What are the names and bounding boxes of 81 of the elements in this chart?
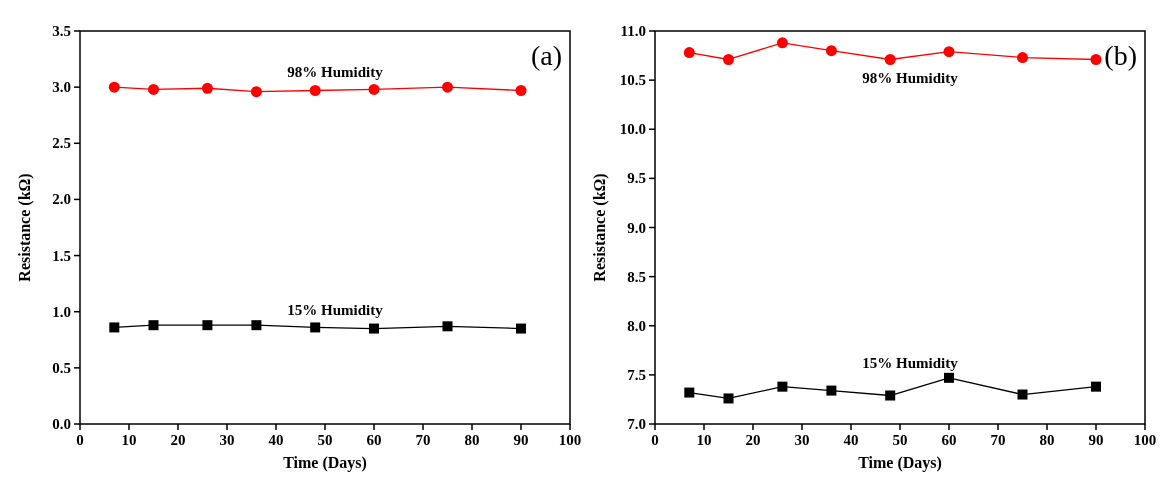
- point: [148, 83, 159, 95]
- point: [885, 390, 896, 401]
- x-tick-label: 90: [1088, 432, 1104, 448]
- y-tick-label: 11.0: [620, 23, 646, 39]
- x-tick-label: 10: [696, 432, 712, 448]
- x-tick-label: 80: [464, 432, 480, 448]
- x-tick-label: 40: [268, 432, 284, 448]
- point: [251, 320, 262, 331]
- y-tick-label: 10.5: [619, 72, 646, 89]
- point: [776, 37, 788, 49]
- point: [109, 322, 120, 333]
- y-tick-label: 3.0: [52, 79, 71, 96]
- point: [777, 381, 788, 392]
- x-tick-label: 70: [415, 432, 431, 448]
- point: [723, 393, 734, 404]
- y-tick-label: 9.5: [627, 170, 646, 187]
- x-tick-label: 90: [513, 432, 529, 448]
- x-tick-label: 20: [170, 432, 186, 448]
- point: [826, 385, 837, 396]
- x-tick-label: 50: [317, 432, 333, 448]
- point: [684, 387, 695, 398]
- x-tick-label: 50: [892, 432, 908, 448]
- point: [515, 85, 527, 97]
- annotation: (a): [530, 40, 562, 71]
- point: [369, 323, 379, 334]
- y-tick-label: 8.5: [627, 268, 646, 285]
- x-axis-title: Time (Days): [858, 454, 942, 472]
- x-tick-label: 60: [941, 432, 957, 448]
- point: [825, 45, 837, 57]
- point: [309, 85, 321, 97]
- x-tick-label: 30: [794, 432, 810, 448]
- y-tick-label: 7.5: [627, 366, 646, 383]
- point: [943, 46, 955, 58]
- y-tick-label: 1.0: [52, 303, 71, 320]
- x-tick-label: 100: [558, 432, 582, 448]
- point: [368, 83, 380, 95]
- y-axis-title: Resistance (kΩ): [16, 173, 34, 282]
- point: [108, 81, 120, 93]
- x-tick-label: 40: [843, 432, 859, 448]
- y-tick-label: 9.0: [627, 219, 646, 236]
- x-tick-label: 0: [651, 432, 659, 448]
- y-tick-label: 1.5: [52, 247, 71, 264]
- series-label: 98% Humidity: [287, 64, 384, 81]
- point: [442, 81, 453, 93]
- y-tick-label: 10.0: [619, 121, 646, 138]
- x-tick-label: 10: [121, 432, 137, 448]
- x-axis-title: Time (Days): [283, 454, 367, 472]
- point: [944, 372, 954, 383]
- x-tick-label: 70: [990, 432, 1006, 448]
- y-tick-label: 2.0: [52, 191, 71, 208]
- point: [310, 322, 321, 333]
- point: [683, 47, 695, 59]
- series-label: 15% Humidity: [862, 354, 959, 371]
- y-axis-title: Resistance (kΩ): [591, 173, 609, 282]
- point: [148, 320, 159, 331]
- point: [1091, 381, 1101, 392]
- point: [884, 53, 896, 65]
- point: [201, 82, 213, 94]
- x-tick-label: 80: [1039, 432, 1055, 448]
- point: [250, 86, 262, 98]
- point: [202, 320, 213, 331]
- annotation: (b): [1104, 40, 1137, 71]
- y-tick-label: 7.0: [627, 416, 646, 432]
- x-tick-label: 60: [366, 432, 382, 448]
- y-tick-label: 3.5: [52, 23, 71, 39]
- x-tick-label: 30: [219, 432, 235, 448]
- point: [442, 321, 453, 332]
- series-label: 15% Humidity: [287, 302, 384, 319]
- y-tick-label: 8.0: [627, 317, 646, 334]
- point: [1017, 389, 1028, 400]
- series-label: 98% Humidity: [862, 70, 959, 87]
- x-tick-label: 20: [745, 432, 761, 448]
- x-tick-label: 0: [76, 432, 84, 448]
- point: [516, 323, 526, 334]
- y-tick-label: 2.5: [52, 135, 71, 152]
- point: [1090, 53, 1102, 65]
- y-tick-label: 0.0: [52, 416, 71, 432]
- point: [723, 53, 734, 65]
- point: [1017, 52, 1028, 64]
- x-tick-label: 100: [1133, 432, 1157, 448]
- y-tick-label: 0.5: [52, 359, 71, 376]
